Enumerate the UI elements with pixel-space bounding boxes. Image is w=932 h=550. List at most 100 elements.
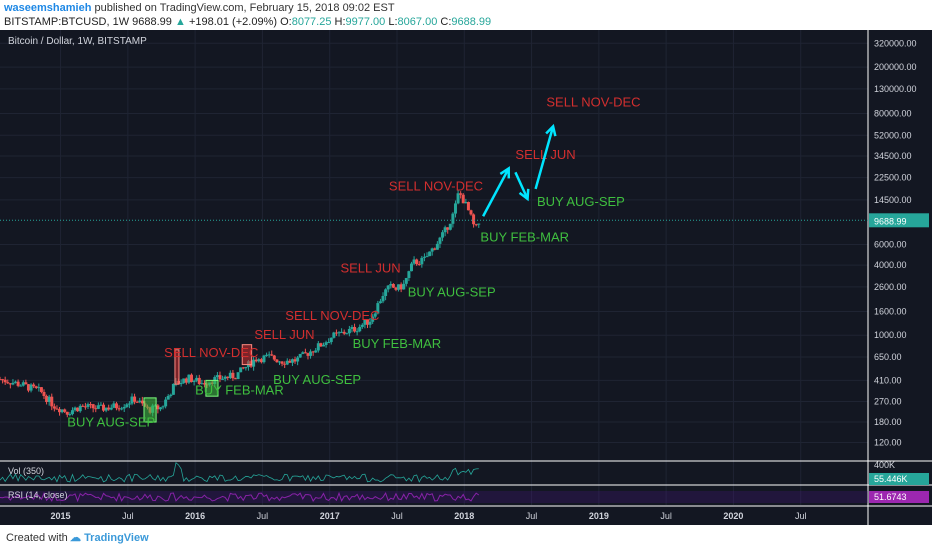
x-tick-label: 2019 — [589, 511, 609, 521]
forecast-arrow-line — [534, 126, 555, 190]
candle-body — [58, 409, 62, 413]
candle-body — [81, 405, 85, 407]
candle-body — [386, 285, 390, 290]
publish-line: waseemshamieh published on TradingView.c… — [4, 2, 395, 14]
candle-body — [99, 404, 103, 406]
rsi-label: RSI (14, close) — [8, 490, 68, 500]
candle-body — [446, 227, 450, 230]
candle-body — [409, 263, 413, 272]
created-with-text: Created with — [6, 532, 68, 544]
candle-body — [19, 385, 23, 387]
candle-body — [469, 210, 473, 215]
candle-body — [73, 407, 77, 411]
x-tick-label: Jul — [391, 511, 403, 521]
candle-body — [195, 377, 199, 381]
x-tick-label: Jul — [122, 511, 134, 521]
candle-body — [321, 344, 325, 347]
price-text: 9688.99 — [132, 16, 172, 28]
candle-body — [316, 343, 320, 351]
footer: Created with ☁ TradingView — [0, 525, 932, 550]
candle-body — [350, 326, 354, 329]
y-tick-label: 410.00 — [874, 375, 902, 385]
candle-body — [39, 387, 43, 392]
candle-body — [24, 382, 28, 385]
candle-body — [218, 375, 222, 380]
candle-body — [223, 376, 227, 379]
candle-body — [324, 342, 328, 345]
candle-body — [122, 406, 126, 409]
close-label: C: — [440, 16, 452, 28]
candle-body — [96, 405, 100, 409]
candle-body — [140, 400, 144, 404]
candle-body — [441, 232, 445, 238]
change-text: +198.01 (+2.09%) — [188, 16, 278, 28]
forecast-arrow-head — [499, 166, 511, 179]
y-tick-label: 1000.00 — [874, 330, 907, 340]
candle-body — [3, 379, 7, 383]
candle-body — [161, 406, 165, 408]
candle-body — [466, 202, 470, 211]
candle-body — [14, 381, 18, 383]
candle-body — [83, 406, 87, 408]
close-value: 9688.99 — [451, 16, 492, 28]
candle-body — [314, 350, 318, 353]
candle-body — [8, 383, 12, 385]
up-arrow-icon: ▲ — [174, 16, 186, 28]
candle-body — [109, 407, 113, 410]
candle-body — [365, 319, 369, 325]
candle-body — [257, 359, 261, 362]
candle-body — [228, 372, 232, 378]
x-tick-label: 2020 — [723, 511, 743, 521]
symbol-line: BITSTAMP:BTCUSD, 1W 9688.99 ▲ +198.01 (+… — [4, 16, 491, 28]
tradingview-logo[interactable]: ☁ TradingView — [70, 531, 149, 544]
candle-body — [347, 328, 351, 334]
sell-annotation: SELL NOV-DEC — [389, 178, 483, 193]
candle-body — [102, 404, 106, 411]
candle-body — [464, 202, 468, 204]
candle-body — [340, 331, 344, 333]
candle-body — [241, 367, 245, 369]
candle-body — [179, 382, 183, 385]
candle-body — [272, 355, 276, 360]
candle-body — [86, 404, 90, 407]
x-tick-label: Jul — [795, 511, 807, 521]
candle-body — [169, 394, 173, 396]
chart-svg[interactable]: 320000.00 200000.00 130000.00 80000.00 52000… — [0, 30, 932, 525]
buy-annotation: BUY FEB-MAR — [195, 383, 284, 398]
buy-annotation: BUY AUG-SEP — [408, 284, 496, 299]
y-tick-label: 320000.00 — [874, 38, 917, 48]
candle-body — [187, 374, 191, 383]
candle-body — [138, 400, 142, 403]
x-tick-label: 2015 — [51, 511, 71, 521]
candle-body — [197, 377, 201, 384]
candle-body — [135, 401, 139, 403]
candle-body — [231, 372, 235, 379]
rsi-last-tag — [869, 491, 929, 503]
y-tick-label: 180.00 — [874, 417, 902, 427]
open-value: 8077.25 — [291, 16, 332, 28]
chart-area[interactable]: 320000.00 200000.00 130000.00 80000.00 52000… — [0, 30, 932, 525]
candle-body — [378, 301, 382, 304]
candle-body — [125, 404, 129, 407]
y-tick-label: 52000.00 — [874, 130, 912, 140]
candle-body — [127, 403, 131, 405]
candle-body — [360, 324, 364, 327]
symbol-text: BITSTAMP:BTCUSD, 1W — [4, 16, 130, 28]
candle-body — [399, 284, 403, 290]
candle-body — [448, 223, 452, 230]
candle-body — [254, 359, 258, 362]
candle-body — [355, 331, 359, 333]
low-label: L: — [388, 16, 398, 28]
candle-body — [277, 361, 281, 363]
candle-body — [430, 248, 434, 252]
candle-body — [301, 352, 305, 354]
author-link[interactable]: waseemshamieh — [4, 2, 92, 14]
candle-body — [239, 367, 243, 373]
forecast-arrow-head — [545, 123, 557, 137]
candle-body — [16, 381, 20, 386]
candle-body — [438, 237, 442, 244]
candle-body — [47, 396, 51, 402]
candle-body — [453, 203, 457, 214]
candle-body — [55, 408, 59, 410]
candle-body — [345, 333, 349, 335]
